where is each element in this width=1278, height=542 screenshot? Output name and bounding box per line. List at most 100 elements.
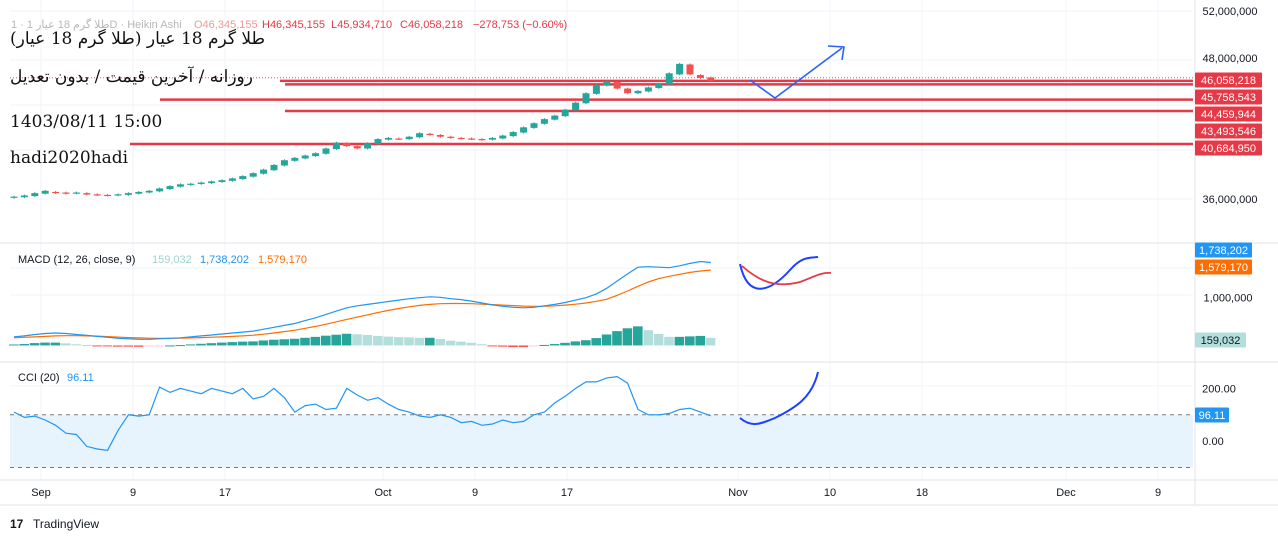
macd-histogram-bar [435, 339, 445, 346]
candle-body [322, 148, 330, 154]
macd-axis-label: 1,000,000 [1204, 293, 1253, 305]
cci-value: 96.11 [67, 372, 94, 384]
time-axis-label: Dec [1056, 487, 1076, 499]
macd-histogram-bar [165, 345, 175, 347]
candle-body [104, 194, 112, 197]
candle-body [457, 137, 465, 140]
macd-line [13, 260, 711, 340]
cci-legend: CCI (20) 96.11 [18, 372, 94, 384]
note-datetime: 1403/08/11 15:00 [10, 112, 163, 132]
macd-signal-value: 1,579,170 [258, 254, 307, 266]
price-drawings [749, 45, 845, 99]
price-level-badge: 45,758,543 [1201, 92, 1256, 104]
candle-body [353, 146, 361, 149]
cci-badge-bg [1195, 407, 1229, 423]
candle-body [239, 176, 247, 180]
macd-histogram-bar [71, 344, 81, 346]
candle-body [83, 193, 91, 195]
macd-histogram-bar [633, 326, 643, 346]
macd-histogram-bar [414, 337, 425, 346]
macd-histogram-bar [529, 345, 539, 347]
macd-histogram-bar [518, 345, 529, 348]
brand-name: TradingView [33, 517, 99, 531]
macd-histogram-bar [705, 337, 716, 346]
time-axis[interactable]: Sep 9 17 Oct 9 17 Nov 10 18 Dec 9 [31, 487, 1161, 499]
price-axis-label: 48,000,000 [1202, 53, 1257, 65]
macd-histogram-bar [549, 344, 560, 346]
cci-axis-label: 200.00 [1202, 383, 1236, 395]
macd-histogram-bar [591, 338, 601, 346]
time-axis-label: Sep [31, 487, 51, 499]
time-axis-label: Oct [374, 487, 391, 499]
macd-histogram-bar [695, 335, 705, 346]
candle-body [218, 180, 226, 182]
candle-body [270, 164, 278, 171]
macd-histogram-bar [269, 339, 279, 346]
macd-histogram-bar [300, 337, 310, 346]
cci-pane[interactable] [10, 371, 1193, 468]
macd-badge: 1,738,202 [1199, 245, 1248, 257]
macd-pane[interactable] [9, 256, 832, 348]
candle-body [468, 138, 476, 140]
candle-body [187, 183, 195, 185]
price-axis-label: 36,000,000 [1202, 194, 1257, 206]
price-pane[interactable] [10, 45, 1193, 199]
candle-body [395, 138, 403, 140]
candle-body [41, 190, 49, 194]
ohlc-low: L45,934,710 [331, 19, 392, 31]
candle-body [686, 64, 694, 75]
macd-histogram-bar [456, 341, 466, 346]
macd-histogram-bar [227, 342, 237, 346]
cci-title: CCI (20) [18, 372, 60, 384]
price-axis[interactable]: 52,000,000 48,000,000 36,000,000 1,000,000 2… [1202, 6, 1257, 448]
candle-body [509, 132, 517, 137]
candle-body [10, 196, 18, 198]
macd-histogram-bar [331, 334, 341, 346]
macd-histogram-bar [185, 344, 196, 346]
macd-histogram-value: 159,032 [152, 254, 192, 266]
candle-body [436, 134, 444, 137]
candle-body [208, 181, 216, 184]
macd-histogram-bar [9, 344, 19, 346]
candle-body [135, 191, 143, 194]
macd-histogram-bar [373, 335, 383, 346]
macd-histogram-bar [40, 342, 50, 346]
macd-legend: MACD (12, 26, close, 9) 159,032 1,738,20… [18, 254, 307, 266]
candle-body [665, 73, 673, 85]
macd-histogram-bar [539, 344, 549, 346]
candle-body [499, 135, 507, 139]
signal-projection [741, 265, 832, 286]
macd-histogram-bar [279, 339, 289, 346]
candle-body [530, 123, 538, 128]
macd-histogram-bar [237, 341, 248, 346]
macd-histogram-bar [383, 336, 393, 346]
candle-body [520, 127, 528, 133]
candle-body [280, 160, 288, 166]
price-level-badge-bg [1195, 123, 1262, 139]
ohlc-close: C46,058,218 [400, 19, 463, 31]
macd-histogram-bar [601, 334, 612, 346]
macd-histogram-bar [362, 334, 373, 346]
histogram-badge: 159,032 [1201, 335, 1241, 347]
time-axis-label: Nov [728, 487, 748, 499]
macd-histogram-bar [404, 337, 414, 346]
macd-histogram-bar [622, 328, 633, 346]
macd-histogram-bar [393, 337, 404, 346]
tradingview-logo[interactable]: 17 TradingView [10, 517, 99, 531]
macd-histogram-bar [674, 336, 685, 346]
candle-body [416, 133, 424, 138]
macd-histogram-bar [612, 331, 622, 346]
macd-histogram-bar [477, 344, 487, 346]
cci-band [10, 414, 1193, 468]
ohlc-open: O46,345,155 [194, 19, 258, 31]
time-axis-label: 17 [561, 487, 573, 499]
candle-body [228, 178, 236, 181]
macd-histogram-bar [113, 345, 123, 347]
candle-body [707, 77, 715, 81]
price-level-badge-bg [1195, 72, 1262, 88]
candle-body [52, 191, 60, 194]
candle-body [624, 88, 632, 94]
macd-histogram-bar [581, 340, 591, 346]
macd-histogram [9, 326, 716, 348]
